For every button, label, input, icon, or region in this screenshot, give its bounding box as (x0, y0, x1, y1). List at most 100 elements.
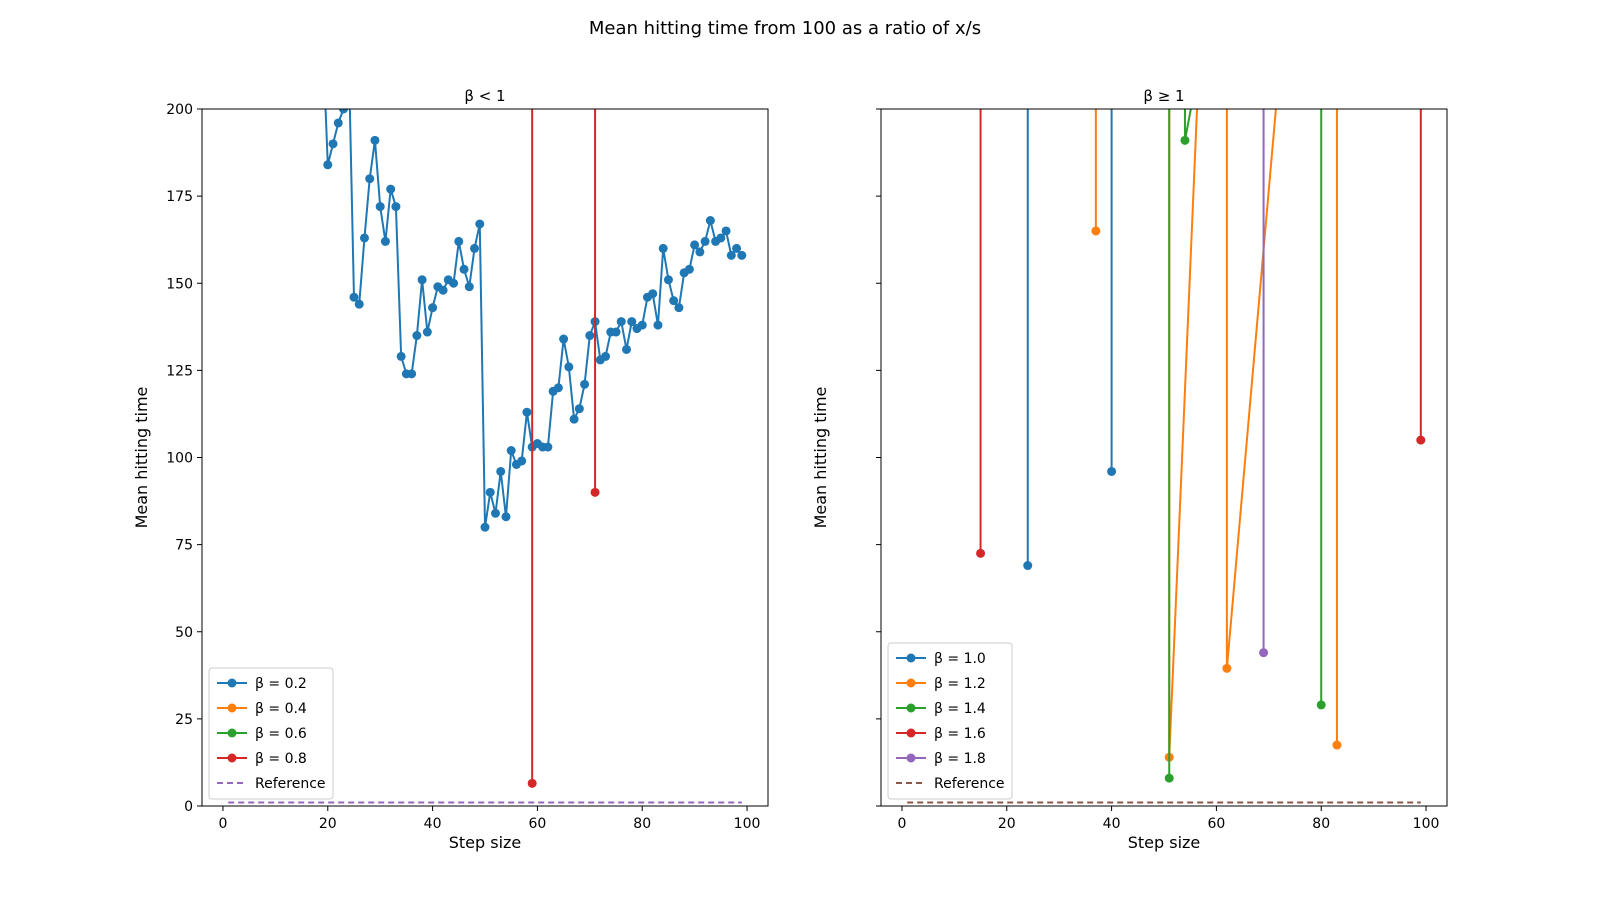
series-line (1168, 109, 1323, 779)
data-point (601, 351, 611, 361)
x-tick-label: 0 (219, 816, 228, 832)
data-point (459, 264, 469, 274)
data-point (428, 303, 438, 313)
y-tick-label: 175 (166, 189, 193, 205)
data-point (391, 202, 401, 212)
data-point (485, 487, 495, 497)
plot-area (228, 109, 747, 804)
x-tick-label: 20 (998, 816, 1016, 832)
data-point (396, 351, 406, 361)
data-point (616, 317, 626, 327)
plot-area (907, 109, 1426, 804)
data-point (464, 282, 474, 292)
data-point (553, 383, 563, 393)
data-point (700, 236, 710, 246)
x-tick-label: 40 (424, 816, 442, 832)
legend-label: β = 1.0 (934, 651, 986, 667)
legend-label: Reference (255, 776, 326, 792)
data-point (339, 109, 348, 114)
data-point (658, 243, 668, 253)
data-point (1222, 663, 1232, 673)
legend-entry: β = 0.4 (217, 701, 307, 717)
data-point (490, 508, 500, 518)
legend-marker (227, 703, 237, 713)
legend-frame (208, 667, 334, 800)
data-point (648, 289, 658, 299)
legend-label: Reference (934, 776, 1005, 792)
data-point (438, 285, 448, 295)
axes-frame (201, 108, 769, 807)
y-tick-label: 25 (175, 712, 193, 728)
y-tick-label: 0 (184, 799, 193, 815)
panel-beta-at-least-1: β ≥ 1 0 20 40 60 80 100 Step size Mean hitting t… (811, 87, 1448, 852)
data-point (585, 331, 595, 341)
data-point (370, 135, 380, 145)
data-point (637, 320, 647, 330)
series-line (1094, 109, 1338, 758)
legend-entry: β = 0.6 (217, 726, 307, 742)
data-point (323, 160, 333, 170)
data-point (517, 456, 527, 466)
x-tick-label: 0 (898, 816, 907, 832)
data-point (627, 317, 637, 327)
data-point (674, 303, 684, 313)
data-point (622, 344, 631, 354)
series-line (531, 109, 597, 784)
data-point (412, 331, 422, 341)
data-point (1091, 226, 1101, 236)
panel-beta-below-1: β < 1 0 20 40 60 80 100 0 25 50 75 100 125 150 175 200 S… (132, 87, 769, 852)
data-point (480, 522, 490, 532)
legend-entry: β = 1.2 (896, 676, 986, 692)
y-tick-label: 125 (166, 363, 193, 379)
legend-marker (906, 703, 916, 713)
y-tick-label: 50 (175, 625, 193, 641)
data-point (501, 512, 511, 522)
data-point (564, 362, 574, 372)
data-point (365, 174, 375, 184)
y-tick-label: 200 (166, 102, 193, 118)
data-point (522, 407, 532, 417)
data-point (496, 466, 506, 476)
legend: β = 0.2 β = 0.4 β = 0.6 β = 0.8 Reference (208, 667, 334, 800)
data-point (574, 404, 584, 414)
data-point (375, 202, 385, 212)
data-point (705, 216, 715, 226)
legend-entry: β = 0.8 (217, 751, 307, 767)
data-point (1332, 740, 1342, 750)
data-point (732, 243, 742, 253)
x-axis-label: Step size (1128, 833, 1201, 852)
legend-marker (906, 753, 916, 763)
legend-label: β = 0.6 (255, 726, 307, 742)
legend-label: β = 0.4 (255, 701, 307, 717)
legend-marker (227, 678, 237, 688)
axes-frame (880, 108, 1448, 807)
legend-label: β = 1.8 (934, 751, 986, 767)
data-point (417, 275, 427, 285)
data-point (559, 334, 569, 344)
panel-title: β ≥ 1 (1143, 87, 1184, 105)
data-point (690, 240, 700, 250)
x-tick-label: 80 (1312, 816, 1330, 832)
data-point (737, 250, 747, 260)
data-point (663, 275, 673, 285)
data-point (716, 233, 726, 243)
panel-title: β < 1 (464, 87, 505, 105)
y-tick-label: 75 (175, 538, 193, 554)
data-point (611, 327, 621, 337)
legend-marker (906, 728, 916, 738)
data-point (684, 264, 694, 274)
legend-entry: β = 1.8 (896, 751, 986, 767)
data-point (354, 299, 364, 309)
figure-title: Mean hitting time from 100 as a ratio of… (589, 18, 981, 39)
legend-label: β = 0.2 (255, 676, 307, 692)
data-point (1259, 648, 1269, 658)
legend-marker (227, 728, 237, 738)
data-point (386, 184, 396, 194)
data-point (569, 414, 579, 424)
series-line (1026, 109, 1113, 566)
legend-entry: β = 1.4 (896, 701, 986, 717)
y-tick-label: 100 (166, 451, 193, 467)
data-point (976, 548, 986, 558)
data-point (380, 236, 390, 246)
